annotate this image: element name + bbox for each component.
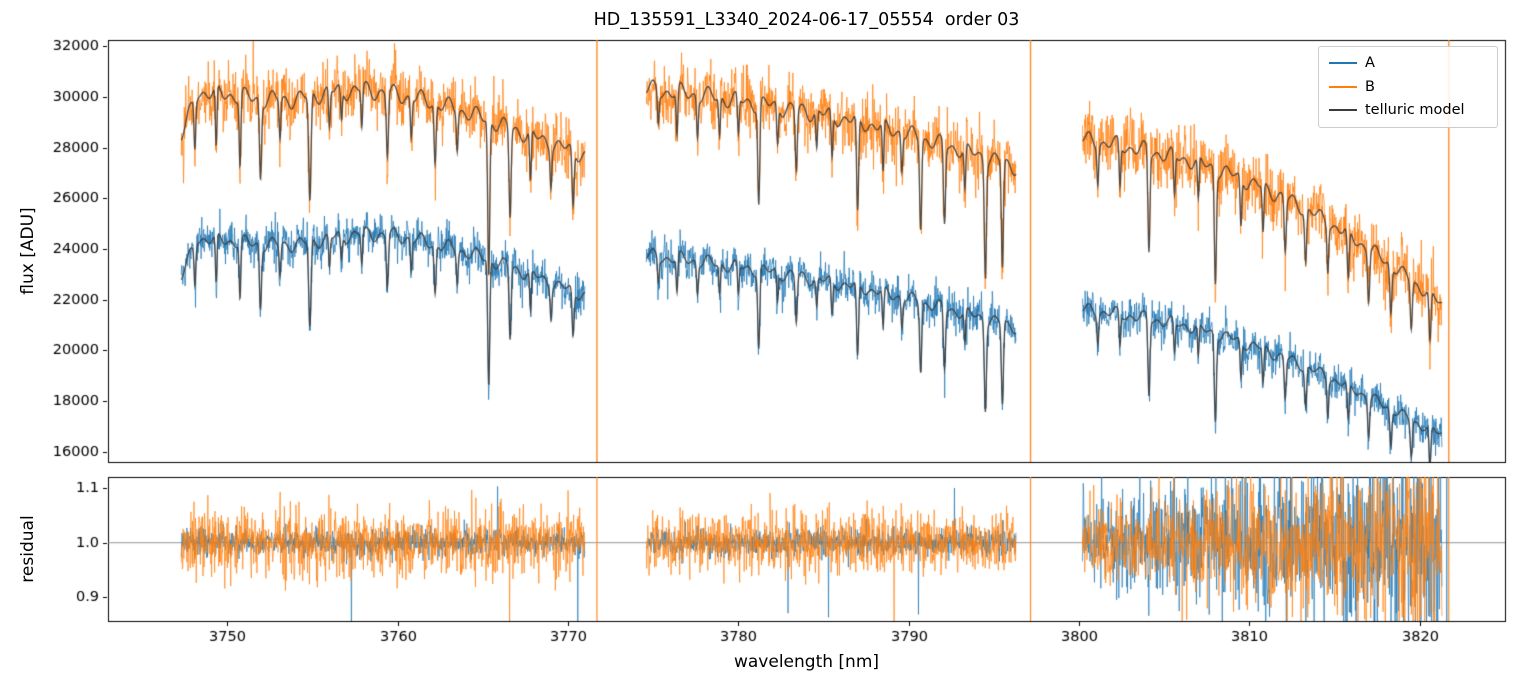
legend-label-a: A [1365,55,1375,71]
legend: A B telluric model [1318,46,1498,128]
telluric-model-line-icon [1329,109,1357,112]
flux-axis-label: flux [ADU] [18,207,38,295]
legend-label-telluric: telluric model [1365,102,1465,118]
wavelength-axis-label: wavelength [nm] [733,652,880,672]
residual-axis-label: residual [18,515,38,583]
legend-item-telluric: telluric model [1329,103,1487,118]
plot-title: HD_135591_L3340_2024-06-17_05554 order 0… [593,10,1020,30]
legend-item-b: B [1329,78,1487,95]
series-a-line-icon [1329,62,1357,65]
legend-label-b: B [1365,78,1375,95]
legend-item-a: A [1329,56,1487,71]
series-b-line-icon [1329,85,1357,88]
